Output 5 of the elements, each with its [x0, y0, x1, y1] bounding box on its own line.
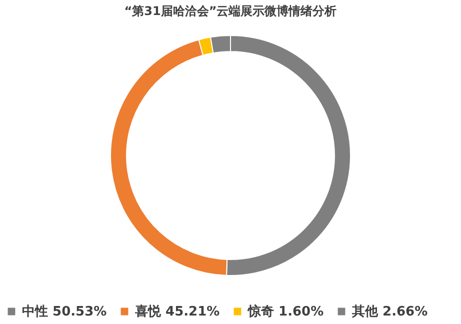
legend-label: 惊奇 1.60%: [247, 304, 324, 320]
legend-label: 中性 50.53%: [22, 304, 107, 320]
legend-label: 其他 2.66%: [351, 304, 428, 320]
legend-label: 喜悦 45.21%: [134, 304, 220, 320]
chart-title: “第31届哈洽会”云端展示微博情绪分析: [124, 4, 337, 18]
